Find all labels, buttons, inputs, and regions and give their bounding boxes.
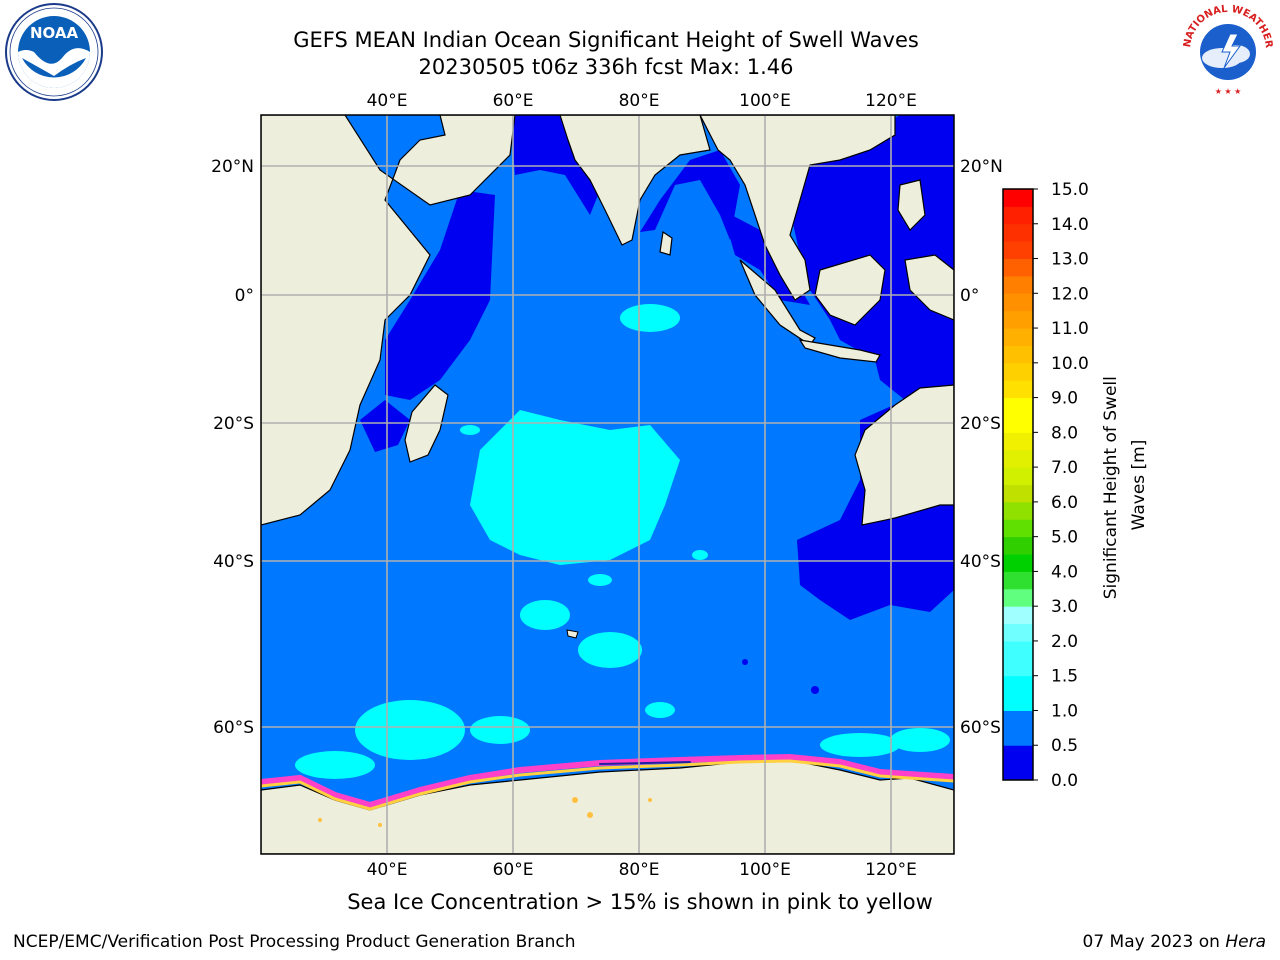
title-line-1: GEFS MEAN Indian Ocean Significant Heigh… xyxy=(293,28,919,52)
sea-ice-note: Sea Ice Concentration > 15% is shown in … xyxy=(347,890,933,914)
colorbar: 15.0 14.0 13.0 12.0 11.0 10.0 9.0 8.0 7.0 6.0 5.0 4… xyxy=(1002,180,1089,791)
title-line-2: 20230505 t06z 336h fcst Max: 1.46 xyxy=(418,55,794,79)
lat-tick-right: 20°N xyxy=(960,157,1003,177)
footer-date: 07 May 2023 on Hera xyxy=(1083,932,1267,952)
footer-branch: NCEP/EMC/Verification Post Processing Pr… xyxy=(13,932,576,952)
noaa-logo-text: NOAA xyxy=(30,24,79,42)
lon-tick-bottom: 80°E xyxy=(619,860,660,880)
footer-machine: Hera xyxy=(1225,932,1266,952)
colorbar-label: Significant Height of Swell Waves [m] xyxy=(1101,371,1149,600)
kerguelen-island xyxy=(566,629,579,639)
colorbar-band xyxy=(1003,223,1033,242)
colorbar-tick-label: 11.0 xyxy=(1051,319,1089,339)
axis-tick-labels: 40°E 60°E 80°E 100°E 120°E 40°E 60°E 80°E 100°E 1… xyxy=(211,91,1003,880)
colorbar-band xyxy=(1003,432,1033,451)
colorbar-band xyxy=(1003,275,1033,294)
colorbar-band xyxy=(1003,293,1033,312)
colorbar-band xyxy=(1003,606,1033,625)
noaa-logo-icon: NOAA xyxy=(5,3,103,101)
map-gridlines xyxy=(261,115,954,854)
lat-tick-left: 20°N xyxy=(211,157,254,177)
lat-tick-right: 40°S xyxy=(960,552,1001,572)
lon-tick-top: 100°E xyxy=(739,91,791,111)
lat-tick-left: 40°S xyxy=(213,552,254,572)
colorbar-band xyxy=(1003,571,1033,590)
colorbar-tick-label: 8.0 xyxy=(1051,423,1078,443)
lat-tick-right: 60°S xyxy=(960,718,1001,738)
colorbar-band xyxy=(1003,328,1033,346)
colorbar-tick-label: 1.5 xyxy=(1051,667,1078,687)
colorbar-band xyxy=(1003,675,1033,711)
colorbar-band xyxy=(1003,710,1033,746)
svg-text:★ ★ ★: ★ ★ ★ xyxy=(1215,87,1242,96)
colorbar-band xyxy=(1003,380,1033,399)
colorbar-band xyxy=(1003,206,1033,225)
colorbar-band xyxy=(1003,623,1033,642)
colorbar-band xyxy=(1003,362,1033,381)
colorbar-tick-label: 2.0 xyxy=(1051,632,1078,652)
footer-date-text: 07 May 2023 on xyxy=(1082,932,1226,952)
colorbar-tick-label: 1.0 xyxy=(1051,701,1078,721)
swell-high-regions xyxy=(295,304,950,779)
colorbar-band xyxy=(1003,241,1033,260)
colorbar-tick-label: 13.0 xyxy=(1051,250,1089,270)
lat-tick-left: 0° xyxy=(235,286,254,306)
colorbar-tick-label: 7.0 xyxy=(1051,458,1078,478)
lon-tick-top: 60°E xyxy=(493,91,534,111)
colorbar-band xyxy=(1003,189,1033,207)
lat-tick-right: 20°S xyxy=(960,414,1001,434)
colorbar-band xyxy=(1003,501,1033,520)
colorbar-tick-label: 3.0 xyxy=(1051,597,1078,617)
colorbar-tick-label: 15.0 xyxy=(1051,180,1089,200)
lat-tick-left: 20°S xyxy=(213,414,254,434)
colorbar-tick-label: 0.0 xyxy=(1051,771,1078,791)
colorbar-band xyxy=(1003,345,1033,364)
colorbar-band xyxy=(1003,258,1033,277)
map-area xyxy=(261,115,954,854)
colorbar-band xyxy=(1003,467,1033,485)
colorbar-band xyxy=(1003,484,1033,503)
map-frame xyxy=(260,114,955,855)
lat-tick-left: 60°S xyxy=(213,718,254,738)
lon-tick-bottom: 100°E xyxy=(739,860,791,880)
colorbar-band xyxy=(1003,414,1033,433)
nws-logo-icon: NATIONAL WEATHER SERVICE ★ ★ ★ xyxy=(1178,0,1276,98)
colorbar-band xyxy=(1003,310,1033,329)
colorbar-band xyxy=(1003,449,1033,468)
lon-tick-bottom: 60°E xyxy=(493,860,534,880)
sea-ice-edge xyxy=(261,753,954,827)
colorbar-band xyxy=(1003,397,1033,416)
colorbar-tick-label: 5.0 xyxy=(1051,528,1078,548)
colorbar-band xyxy=(1003,554,1033,572)
colorbar-band xyxy=(1003,588,1033,607)
colorbar-tick-label: 6.0 xyxy=(1051,493,1078,513)
colorbar-band xyxy=(1003,745,1033,781)
colorbar-band xyxy=(1003,536,1033,555)
colorbar-tick-label: 0.5 xyxy=(1051,736,1078,756)
colorbar-band xyxy=(1003,519,1033,538)
colorbar-tick-label: 9.0 xyxy=(1051,389,1078,409)
lon-tick-bottom: 120°E xyxy=(865,860,917,880)
lon-tick-top: 40°E xyxy=(367,91,408,111)
lat-tick-right: 0° xyxy=(960,286,979,306)
colorbar-tick-label: 10.0 xyxy=(1051,354,1089,374)
colorbar-tick-label: 14.0 xyxy=(1051,215,1089,235)
colorbar-tick-label: 4.0 xyxy=(1051,562,1078,582)
colorbar-tick-label: 12.0 xyxy=(1051,284,1089,304)
colorbar-frame xyxy=(1002,188,1034,781)
lon-tick-bottom: 40°E xyxy=(367,860,408,880)
lon-tick-top: 120°E xyxy=(865,91,917,111)
lon-tick-top: 80°E xyxy=(619,91,660,111)
colorbar-band xyxy=(1003,640,1033,677)
